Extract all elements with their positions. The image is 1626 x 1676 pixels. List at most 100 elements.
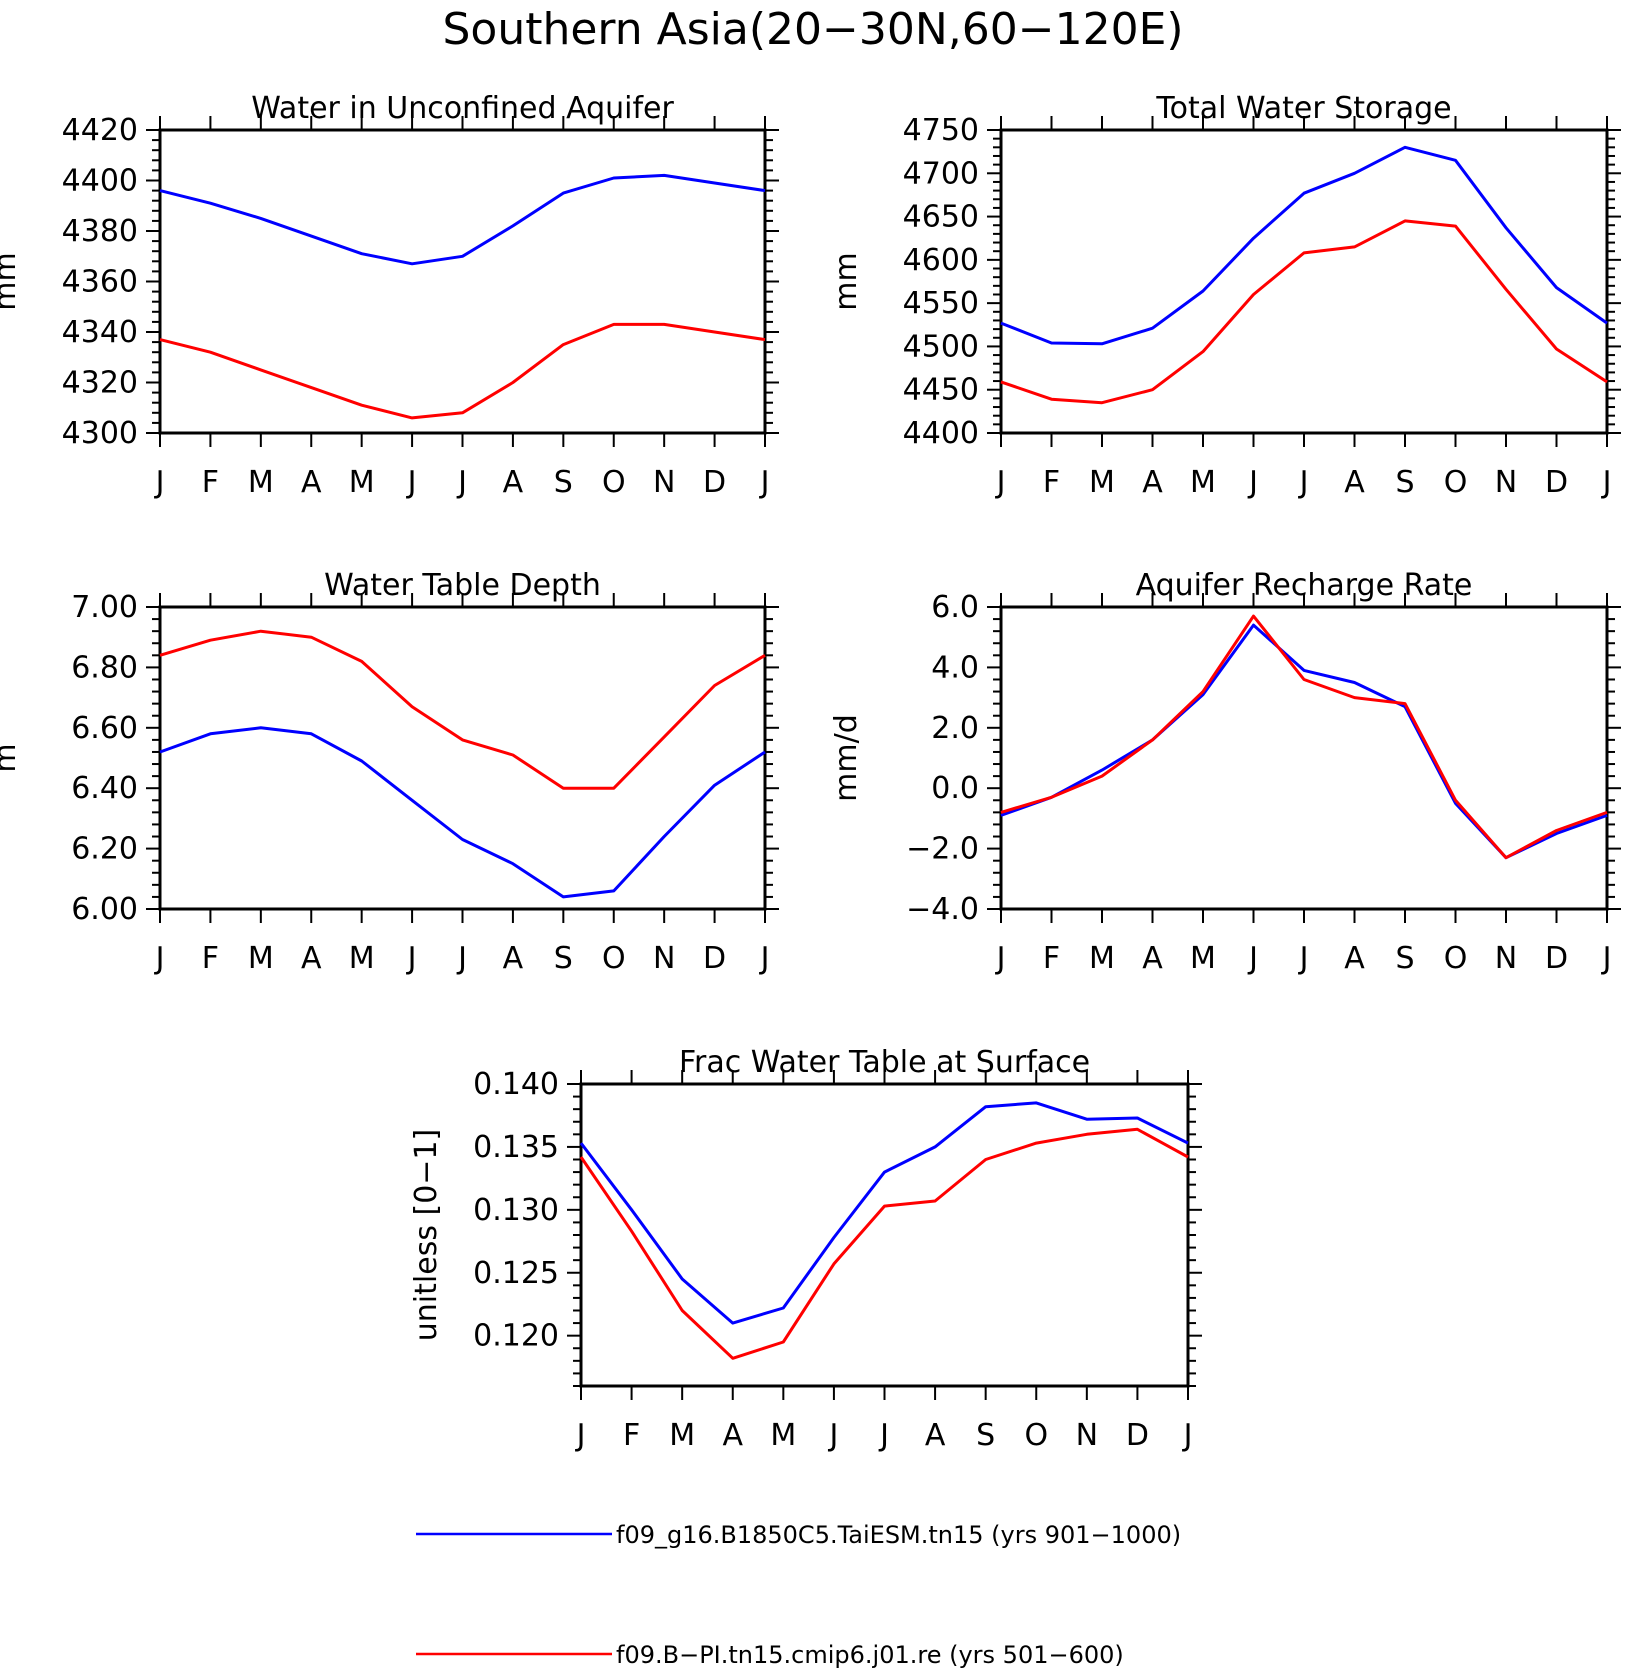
series-line-red (159, 322, 766, 420)
x-tick-label: M (248, 941, 274, 976)
y-tick-label: 6.60 (71, 711, 138, 746)
series-line-blue (159, 726, 766, 899)
legend-label-red: f09.B−PI.tn15.cmip6.j01.re (yrs 501−600) (616, 1641, 1124, 1669)
x-tick-label: M (1089, 941, 1115, 976)
x-tick-label: M (1089, 465, 1115, 500)
y-tick-label: 4320 (62, 366, 138, 401)
x-tick-label: J (995, 465, 1006, 500)
y-tick-label: 0.135 (473, 1130, 559, 1165)
figure-title: Southern Asia(20−30N,60−120E) (442, 4, 1183, 55)
x-tick-label: F (202, 465, 219, 500)
y-tick-label: 2.0 (931, 711, 979, 746)
x-tick-label: A (1344, 465, 1365, 500)
x-tick-label: O (1024, 1418, 1048, 1453)
x-tick-label: A (1344, 941, 1365, 976)
x-tick-label: N (653, 465, 675, 500)
series-line-blue (1000, 623, 1608, 860)
x-tick-label: J (1601, 465, 1612, 500)
series-line-blue (1000, 145, 1608, 346)
y-tick-label: 0.130 (473, 1193, 559, 1228)
x-tick-label: F (1043, 941, 1060, 976)
series-line-red (159, 629, 766, 790)
y-tick-label: 4360 (62, 265, 138, 300)
y-tick-label: 0.125 (473, 1256, 559, 1291)
x-tick-label: A (925, 1418, 946, 1453)
x-tick-label: S (1395, 941, 1414, 976)
y-tick-label: 4500 (903, 329, 979, 364)
series-line-red (579, 1127, 1189, 1360)
x-tick-label: J (575, 1418, 586, 1453)
x-tick-label: J (1182, 1418, 1193, 1453)
x-tick-label: A (301, 941, 322, 976)
x-tick-label: F (202, 941, 219, 976)
x-tick-label: A (1142, 465, 1163, 500)
y-tick-label: 6.80 (71, 650, 138, 685)
panel-aquifer-recharge-rate: Aquifer Recharge Ratemm/d−4.0−2.00.02.04… (829, 568, 1621, 976)
y-tick-label: −4.0 (906, 892, 979, 927)
y-axis-label: mm (829, 252, 864, 310)
x-tick-label: N (1495, 465, 1517, 500)
y-tick-label: 4340 (62, 315, 138, 350)
x-tick-label: M (1190, 465, 1216, 500)
plot-frame (999, 605, 1609, 911)
y-tick-label: 0.0 (931, 771, 979, 806)
x-tick-label: F (623, 1418, 640, 1453)
series-line-blue (159, 173, 766, 266)
x-tick-label: J (995, 941, 1006, 976)
x-tick-label: S (976, 1418, 995, 1453)
y-tick-label: 6.00 (71, 892, 138, 927)
x-tick-label: A (503, 941, 524, 976)
x-tick-label: D (703, 941, 726, 976)
y-tick-label: 4450 (903, 373, 979, 408)
y-tick-label: 4400 (903, 416, 979, 451)
x-tick-label: J (154, 465, 165, 500)
series-line-red (1000, 614, 1608, 860)
x-tick-label: N (1495, 941, 1517, 976)
legend-label-blue: f09_g16.B1850C5.TaiESM.tn15 (yrs 901−100… (616, 1521, 1181, 1549)
x-tick-label: O (602, 941, 626, 976)
x-tick-label: J (456, 465, 467, 500)
y-tick-label: 6.0 (931, 590, 979, 625)
x-tick-label: J (1298, 941, 1309, 976)
panel-water-in-unconfined-aquifer: Water in Unconfined Aquifermm43004320434… (0, 91, 779, 500)
x-tick-label: N (653, 941, 675, 976)
y-tick-label: 4750 (903, 113, 979, 148)
x-tick-label: S (1395, 465, 1414, 500)
x-tick-label: A (1142, 941, 1163, 976)
x-tick-label: M (1190, 941, 1216, 976)
x-tick-label: J (759, 941, 770, 976)
x-tick-label: J (759, 465, 770, 500)
x-tick-label: M (349, 941, 375, 976)
y-tick-label: 4420 (62, 113, 138, 148)
x-tick-label: J (406, 465, 417, 500)
plot-frame (579, 1082, 1190, 1388)
y-tick-label: 7.00 (71, 590, 138, 625)
y-axis-label: m (0, 743, 23, 772)
y-axis-label: unitless [0−1] (409, 1129, 444, 1341)
series-line-blue (579, 1101, 1189, 1325)
x-tick-label: S (554, 941, 573, 976)
series-line-red (1000, 219, 1608, 405)
plot-frame (158, 605, 767, 911)
x-tick-label: A (503, 465, 524, 500)
x-tick-label: J (406, 941, 417, 976)
x-tick-label: M (248, 465, 274, 500)
plot-frame (999, 128, 1609, 435)
y-tick-label: 0.120 (473, 1319, 559, 1354)
x-tick-label: J (154, 941, 165, 976)
x-tick-label: D (1126, 1418, 1149, 1453)
x-tick-label: A (301, 465, 322, 500)
x-tick-label: D (703, 465, 726, 500)
y-axis-label: mm/d (829, 714, 864, 802)
legend: f09_g16.B1850C5.TaiESM.tn15 (yrs 901−100… (416, 1521, 1181, 1669)
y-tick-label: 6.20 (71, 832, 138, 867)
x-tick-label: J (827, 1418, 838, 1453)
y-tick-label: 0.140 (473, 1067, 559, 1102)
y-tick-label: 4380 (62, 214, 138, 249)
y-axis-label: mm (0, 252, 23, 310)
x-tick-label: M (770, 1418, 796, 1453)
y-tick-label: 4300 (62, 416, 138, 451)
